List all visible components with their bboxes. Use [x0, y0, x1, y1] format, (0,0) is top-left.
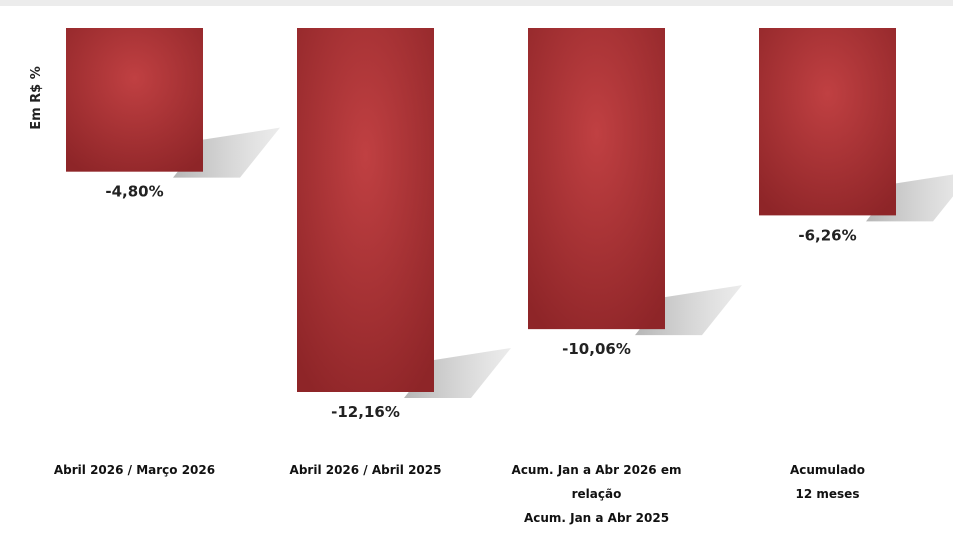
- data-label: -4,80%: [105, 183, 163, 201]
- data-label: -10,06%: [562, 340, 631, 358]
- category-label: Acum. Jan a Abr 2026 em relação Acum. Jan …: [512, 463, 682, 525]
- bar-4: [759, 28, 896, 216]
- bar-3: [528, 28, 665, 330]
- bar-1: [66, 28, 203, 172]
- data-label: -6,26%: [798, 226, 856, 244]
- category-label-line: Abril 2026 / Março 2026: [54, 463, 215, 477]
- top-band: [0, 0, 953, 6]
- category-label: Abril 2026 / Março 2026: [54, 463, 215, 477]
- category-label-line: Acum. Jan a Abr 2026 em: [512, 463, 682, 477]
- category-label-line: relação: [572, 487, 622, 501]
- y-axis-label: Em R$ %: [29, 66, 44, 130]
- category-label: Abril 2026 / Abril 2025: [290, 463, 442, 477]
- category-label-line: Abril 2026 / Abril 2025: [290, 463, 442, 477]
- category-label-line: Acumulado: [790, 463, 865, 477]
- category-label-line: 12 meses: [796, 487, 860, 501]
- bar-2: [297, 28, 434, 392]
- category-label-line: Acum. Jan a Abr 2025: [524, 511, 669, 525]
- category-label: Acumulado 12 meses: [790, 463, 865, 501]
- data-label: -12,16%: [331, 403, 400, 421]
